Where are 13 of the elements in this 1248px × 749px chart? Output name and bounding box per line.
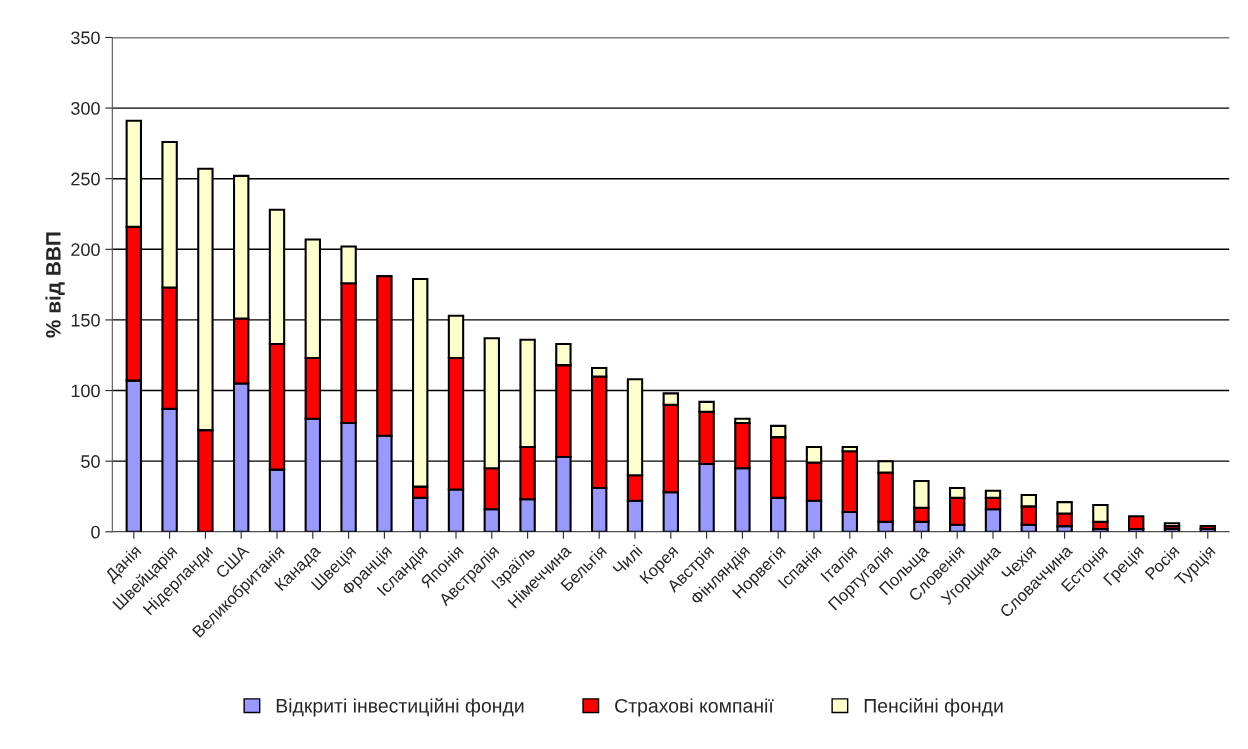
y-tick-label: 350 (71, 31, 100, 45)
y-tick-label: 300 (71, 102, 100, 115)
y-tick-label: 100 (71, 384, 100, 398)
y-tick-label: 0 (91, 525, 100, 539)
y-tick-label: 200 (71, 243, 100, 257)
bar (1128, 515, 1145, 531)
legend-label: Пенсійні фонди (864, 698, 1003, 717)
y-tick-label: 250 (71, 172, 100, 186)
legend-label: Страхові компанії (615, 698, 774, 717)
y-tick-label: 150 (71, 313, 100, 327)
y-axis-title: % від ВВП (45, 232, 65, 338)
y-tick-label: 50 (81, 455, 100, 468)
legend-label: Відкриті інвестиційні фонди (276, 698, 524, 717)
